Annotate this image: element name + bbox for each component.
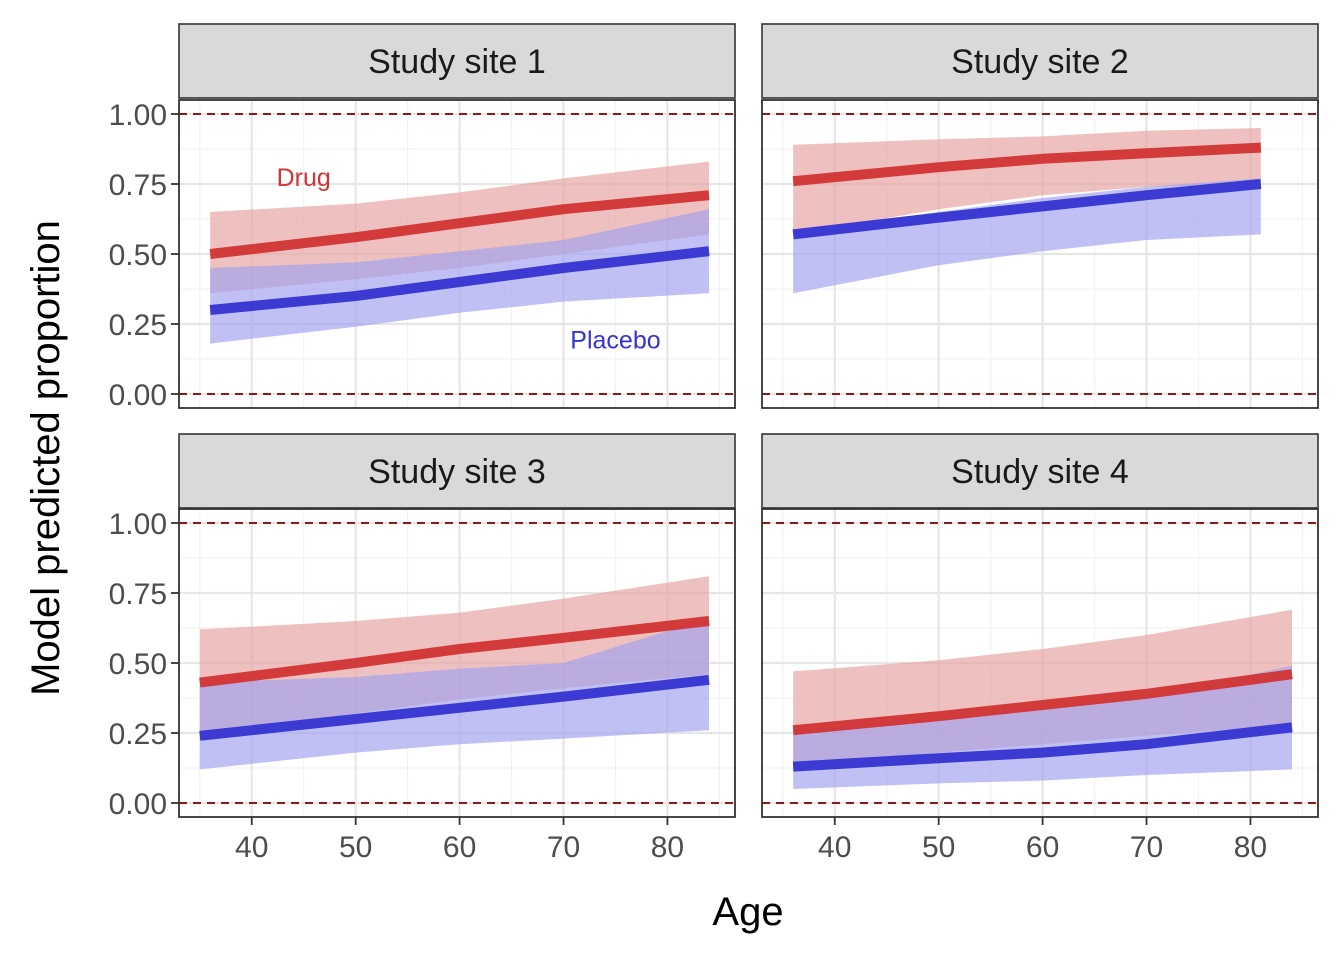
x-tick-label: 50 [922, 831, 955, 864]
panel-strip [761, 433, 1319, 509]
drug-line [199, 616, 710, 688]
x-tick-label: 60 [443, 831, 476, 864]
y-axis-title: Model predicted proportion [24, 220, 68, 696]
y-tick-label: 0.75 [109, 578, 167, 611]
x-tick-label: 40 [235, 831, 268, 864]
panel-3: Study site 3 0.00 0.25 0.50 0.75 1.00 40 50 60 70… [109, 433, 736, 864]
x-tick-label: 70 [1130, 831, 1163, 864]
y-tick-label: 0.50 [109, 239, 167, 272]
panel-title: Study site 1 [368, 43, 546, 81]
y-tick-label: 1.00 [109, 99, 167, 132]
panel-2: Study site 2 [761, 23, 1319, 409]
panel-title: Study site 4 [951, 453, 1129, 491]
panel-border [761, 99, 1319, 409]
y-tick-label: 0.50 [109, 648, 167, 681]
x-tick-label: 50 [339, 831, 372, 864]
placebo-line [209, 246, 710, 315]
x-tick-label: 60 [1026, 831, 1059, 864]
x-tick-label: 80 [1234, 831, 1267, 864]
y-tick-label: 1.00 [109, 508, 167, 541]
placebo-confidence-band [210, 209, 710, 344]
panel-4: Study site 4 40 50 60 70 80 [761, 433, 1319, 864]
panel-strip [178, 433, 736, 509]
placebo-confidence-band [793, 178, 1261, 294]
x-tick-label: 70 [547, 831, 580, 864]
panel-title: Study site 3 [368, 453, 546, 491]
y-tick-label: 0.00 [109, 379, 167, 412]
placebo-line [792, 179, 1262, 240]
panel-title: Study site 2 [951, 43, 1129, 81]
panel-border [761, 508, 1319, 818]
drug-annotation: Drug [277, 164, 331, 192]
y-tick-label: 0.00 [109, 788, 167, 821]
placebo-line [199, 674, 710, 741]
drug-line [209, 190, 710, 259]
drug-line [792, 142, 1262, 187]
y-tick-label: 0.25 [109, 718, 167, 751]
panel-1: Study site 1 0.00 0.25 0.50 0.75 1.00 Drug Plac… [109, 23, 736, 412]
y-tick-label: 0.25 [109, 309, 167, 342]
placebo-annotation: Placebo [570, 326, 660, 354]
x-tick-label: 80 [651, 831, 684, 864]
x-tick-label: 40 [818, 831, 851, 864]
placebo-confidence-band [199, 618, 710, 770]
x-axis-title: Age [712, 890, 783, 934]
panel-strip [761, 23, 1319, 99]
placebo-line [792, 722, 1293, 772]
drug-line [792, 669, 1293, 736]
panel-strip [178, 23, 736, 99]
y-tick-label: 0.75 [109, 169, 167, 202]
